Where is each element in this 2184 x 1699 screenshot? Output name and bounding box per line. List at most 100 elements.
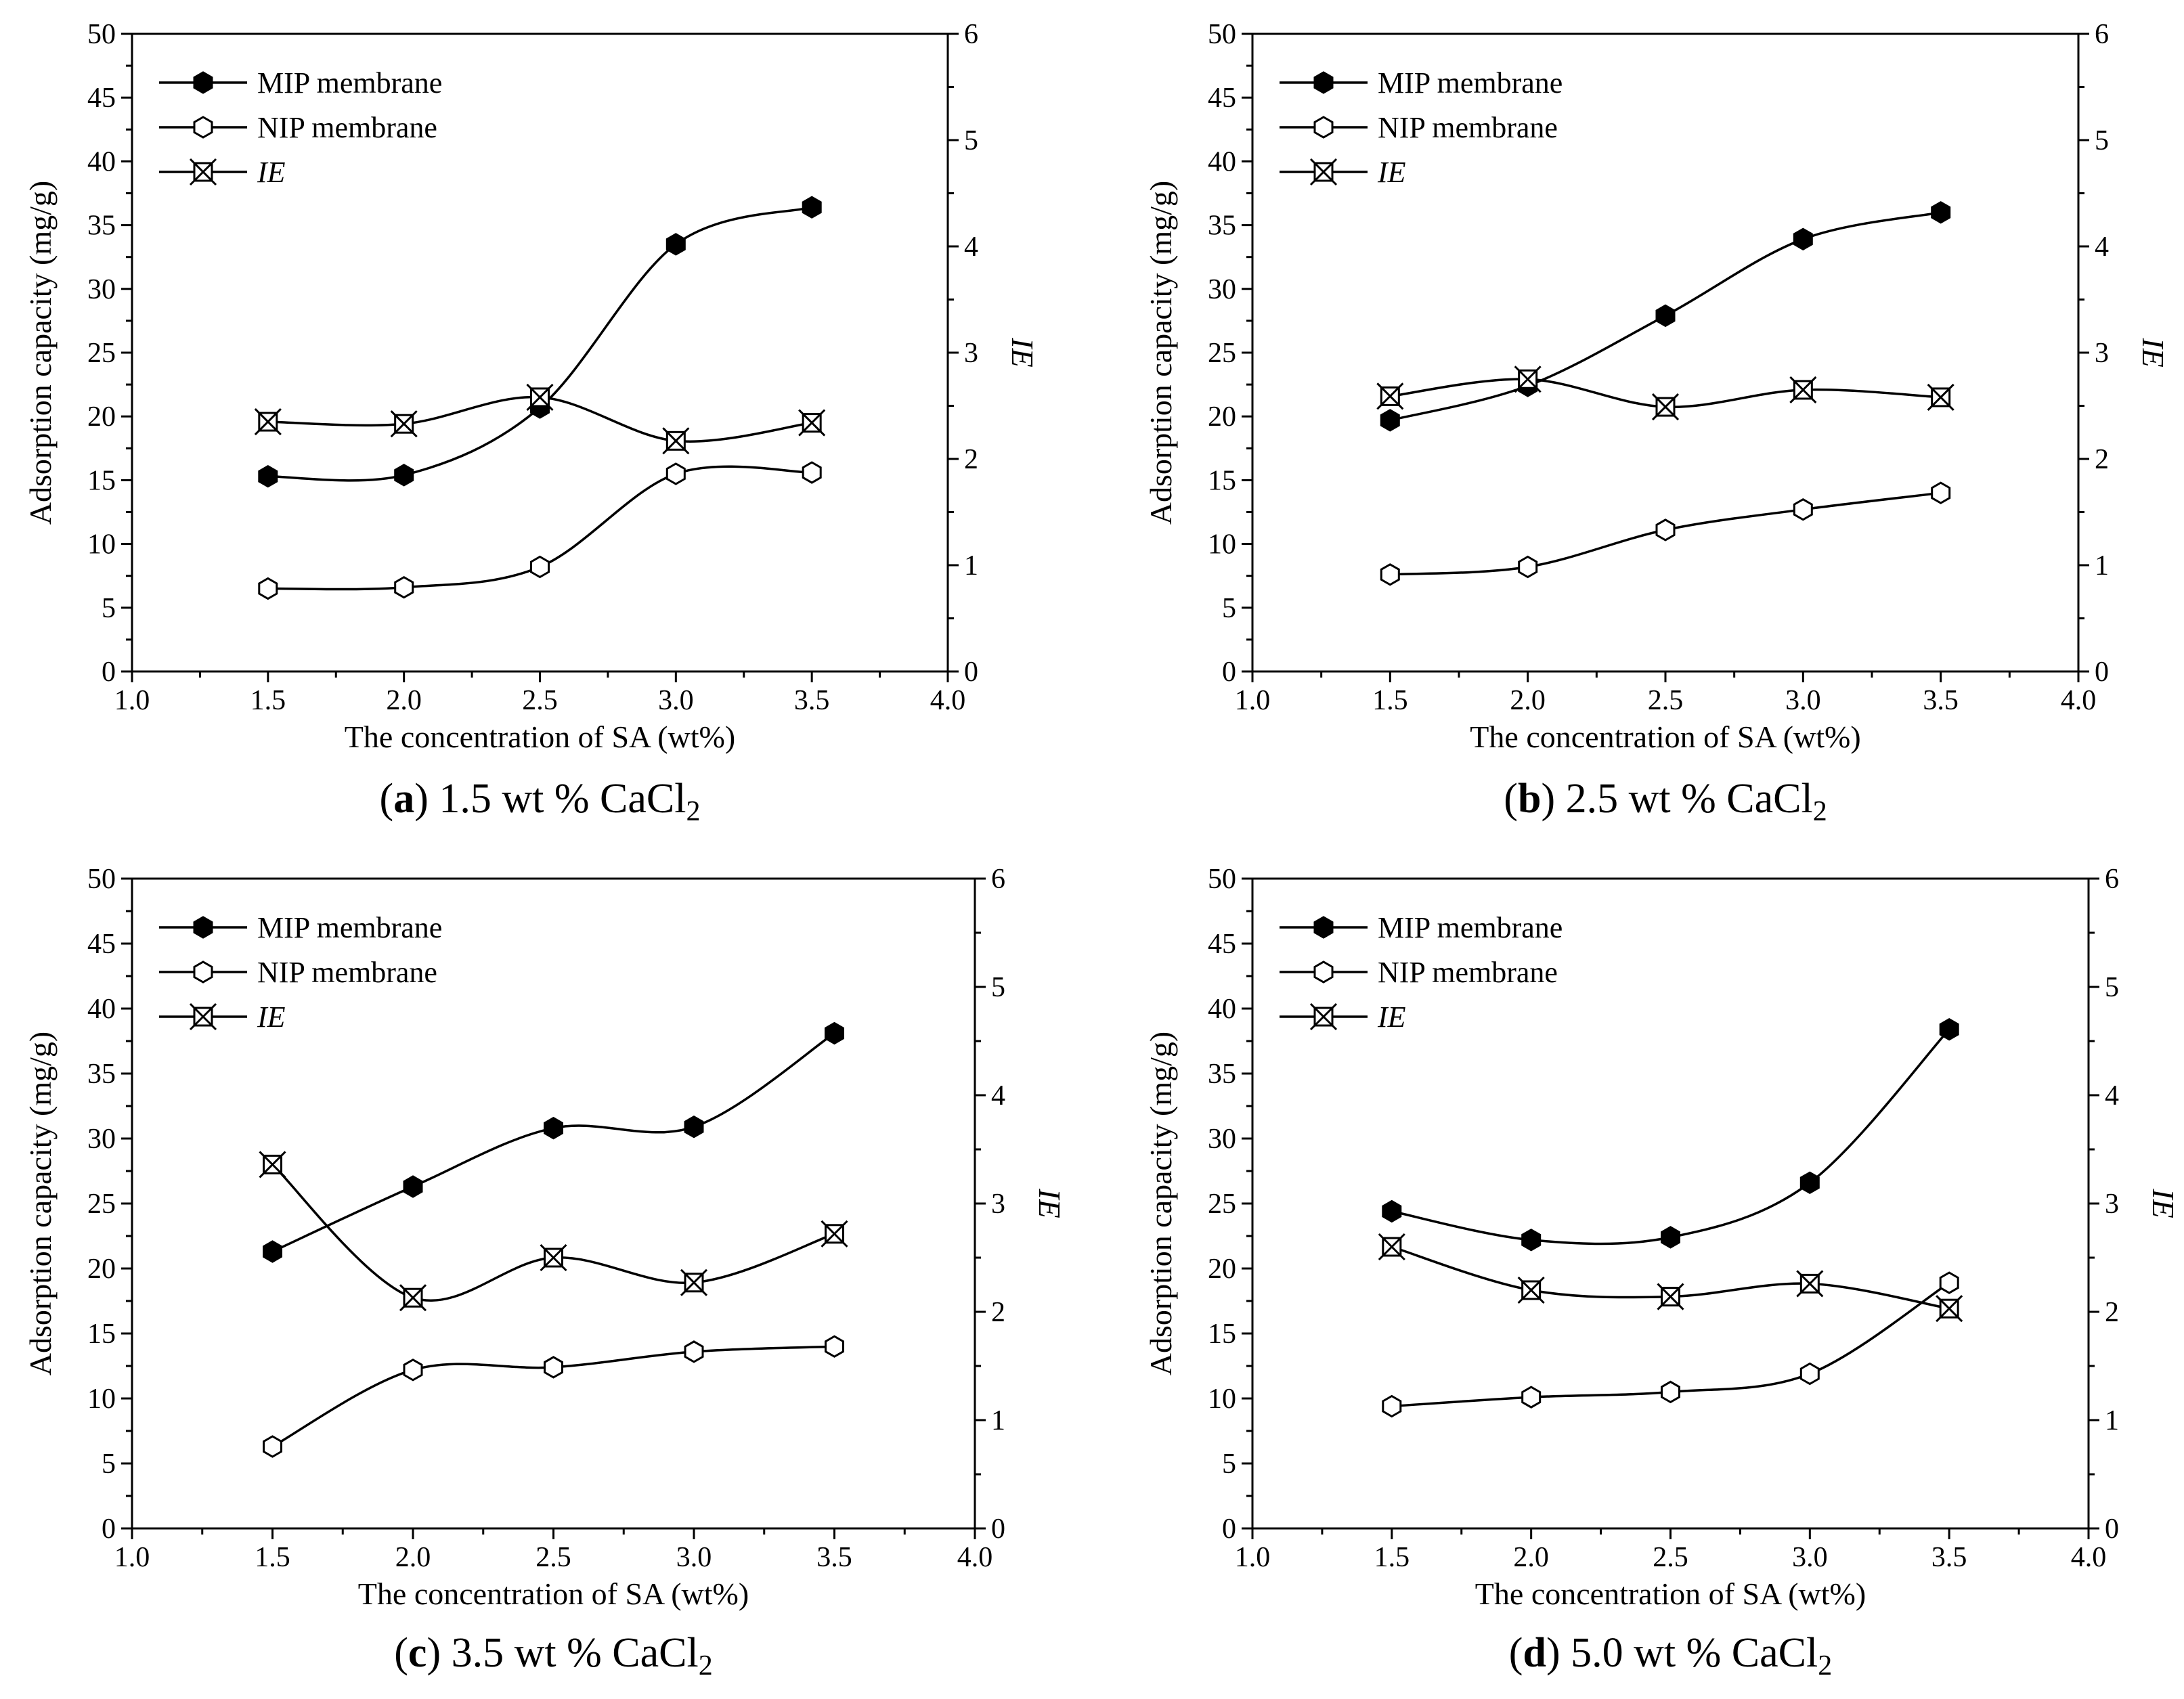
series-ie bbox=[254, 383, 826, 455]
x-tick-label: 2.5 bbox=[536, 1542, 571, 1573]
y-tick-label: 10 bbox=[87, 529, 116, 560]
legend-label: NIP membrane bbox=[1378, 956, 1558, 989]
y2-tick-label: 6 bbox=[964, 19, 978, 50]
legend-marker bbox=[193, 916, 213, 939]
y-tick-label: 35 bbox=[87, 211, 116, 242]
data-point bbox=[1939, 1271, 1959, 1294]
data-point bbox=[1793, 227, 1813, 251]
legend-marker bbox=[1313, 71, 1334, 94]
y-tick-label: 10 bbox=[1208, 529, 1236, 560]
data-point bbox=[1521, 1386, 1542, 1409]
y2-tick-label: 2 bbox=[2095, 444, 2109, 475]
y-tick-label: 15 bbox=[87, 465, 116, 496]
y-tick-label: 45 bbox=[87, 929, 116, 960]
data-point bbox=[544, 1356, 563, 1379]
y-tick-label: 25 bbox=[1208, 338, 1236, 369]
y-tick-label: 50 bbox=[87, 864, 116, 895]
legend-marker bbox=[1309, 1002, 1338, 1031]
chart-panel-c: 1.0 1.5 2.0 2.5 3.0 3.5 4.00510152025303540455… bbox=[23, 864, 1067, 1681]
y-tick-label: 45 bbox=[1208, 83, 1236, 114]
data-point bbox=[258, 577, 278, 600]
legend-label: IE bbox=[1377, 1000, 1406, 1034]
legend-marker bbox=[189, 1002, 217, 1031]
data-point bbox=[1939, 1017, 1959, 1041]
data-point bbox=[259, 1151, 286, 1178]
x-tick-label: 3.5 bbox=[1923, 685, 1959, 716]
legend-label: MIP membrane bbox=[257, 911, 442, 944]
data-point bbox=[258, 464, 278, 488]
series-line bbox=[271, 1032, 835, 1253]
x-tick-label: 4.0 bbox=[2061, 685, 2097, 716]
caption-paren: ( bbox=[1504, 776, 1518, 822]
y-tick-label: 5 bbox=[1222, 593, 1236, 624]
legend-marker bbox=[1313, 116, 1334, 139]
legend-label: NIP membrane bbox=[257, 111, 437, 144]
y-tick-label: 10 bbox=[1208, 1384, 1236, 1415]
x-tick-label: 1.0 bbox=[1235, 1542, 1271, 1573]
series-nip bbox=[258, 461, 822, 600]
data-point bbox=[1931, 481, 1951, 504]
caption-subscript: 2 bbox=[686, 796, 700, 827]
series-ie bbox=[1378, 1233, 1963, 1323]
y-tick-label: 20 bbox=[1208, 1254, 1236, 1285]
y-tick-label: 25 bbox=[1208, 1189, 1236, 1220]
data-point bbox=[821, 1220, 848, 1248]
y-tick-label: 0 bbox=[1222, 1514, 1236, 1545]
data-point bbox=[1927, 383, 1954, 412]
y-tick-label: 30 bbox=[87, 274, 116, 305]
data-point bbox=[1376, 382, 1404, 410]
x-tick-label: 1.0 bbox=[1235, 685, 1271, 716]
data-point bbox=[526, 383, 554, 412]
legend: MIP membrane NIP membrane IE bbox=[1280, 911, 1563, 1034]
y-tick-label: 0 bbox=[102, 1514, 116, 1545]
panel-caption: (b) 2.5 wt % CaCl2 bbox=[1504, 776, 1827, 827]
data-point bbox=[1661, 1226, 1680, 1249]
y2-tick-label: 5 bbox=[2105, 972, 2119, 1003]
series-nip bbox=[1380, 481, 1951, 586]
y2-tick-label: 2 bbox=[2105, 1297, 2119, 1328]
legend-marker bbox=[193, 116, 213, 139]
chart-panel-b: 1.0 1.5 2.0 2.5 3.0 3.5 4.00510152025303540455… bbox=[1143, 19, 2170, 827]
legend-label: NIP membrane bbox=[1378, 111, 1558, 144]
y2-tick-label: 1 bbox=[2095, 550, 2109, 581]
data-point bbox=[798, 409, 826, 437]
series-ie bbox=[1376, 366, 1954, 421]
data-point bbox=[1793, 498, 1813, 521]
data-point bbox=[1514, 366, 1542, 393]
data-point bbox=[1789, 376, 1817, 404]
series-ie bbox=[259, 1151, 848, 1312]
y2-tick-label: 0 bbox=[2095, 657, 2109, 688]
legend: MIP membrane NIP membrane IE bbox=[159, 911, 442, 1034]
y-tick-label: 30 bbox=[1208, 274, 1236, 305]
x-tick-label: 2.5 bbox=[1648, 685, 1684, 716]
y-axis-label: Adsorption capacity (mg/g) bbox=[1143, 1032, 1178, 1375]
data-point bbox=[540, 1243, 567, 1272]
x-tick-label: 2.0 bbox=[1510, 685, 1546, 716]
x-tick-label: 3.0 bbox=[1785, 685, 1821, 716]
y2-tick-label: 3 bbox=[991, 1189, 1005, 1220]
y-tick-label: 5 bbox=[1222, 1449, 1236, 1480]
series-nip bbox=[1382, 1271, 1959, 1418]
x-tick-label: 1.0 bbox=[114, 685, 150, 716]
caption-paren: ) bbox=[427, 1630, 451, 1676]
y2-tick-label: 4 bbox=[964, 231, 978, 263]
x-tick-label: 3.5 bbox=[1931, 1542, 1967, 1573]
caption-subscript: 2 bbox=[699, 1650, 713, 1681]
data-point bbox=[1799, 1171, 1820, 1195]
data-point bbox=[394, 464, 414, 487]
y-tick-label: 35 bbox=[87, 1059, 116, 1090]
x-tick-label: 3.0 bbox=[1792, 1542, 1828, 1573]
caption-text: 1.5 wt % CaCl bbox=[439, 776, 686, 822]
data-point bbox=[662, 427, 690, 455]
data-point bbox=[684, 1115, 704, 1139]
data-point bbox=[544, 1116, 563, 1140]
data-point bbox=[403, 1359, 423, 1382]
y-axis-label: Adsorption capacity (mg/g) bbox=[23, 181, 58, 525]
chart-panel-a: 1.0 1.5 2.0 2.5 3.0 3.5 4.00510152025303540455… bbox=[23, 19, 1040, 827]
legend-label: NIP membrane bbox=[257, 956, 437, 989]
caption-paren: ) bbox=[1546, 1630, 1571, 1676]
y-tick-label: 25 bbox=[87, 1189, 116, 1220]
series-nip bbox=[263, 1335, 844, 1458]
y-tick-label: 50 bbox=[87, 19, 116, 50]
series-line bbox=[271, 1164, 835, 1302]
